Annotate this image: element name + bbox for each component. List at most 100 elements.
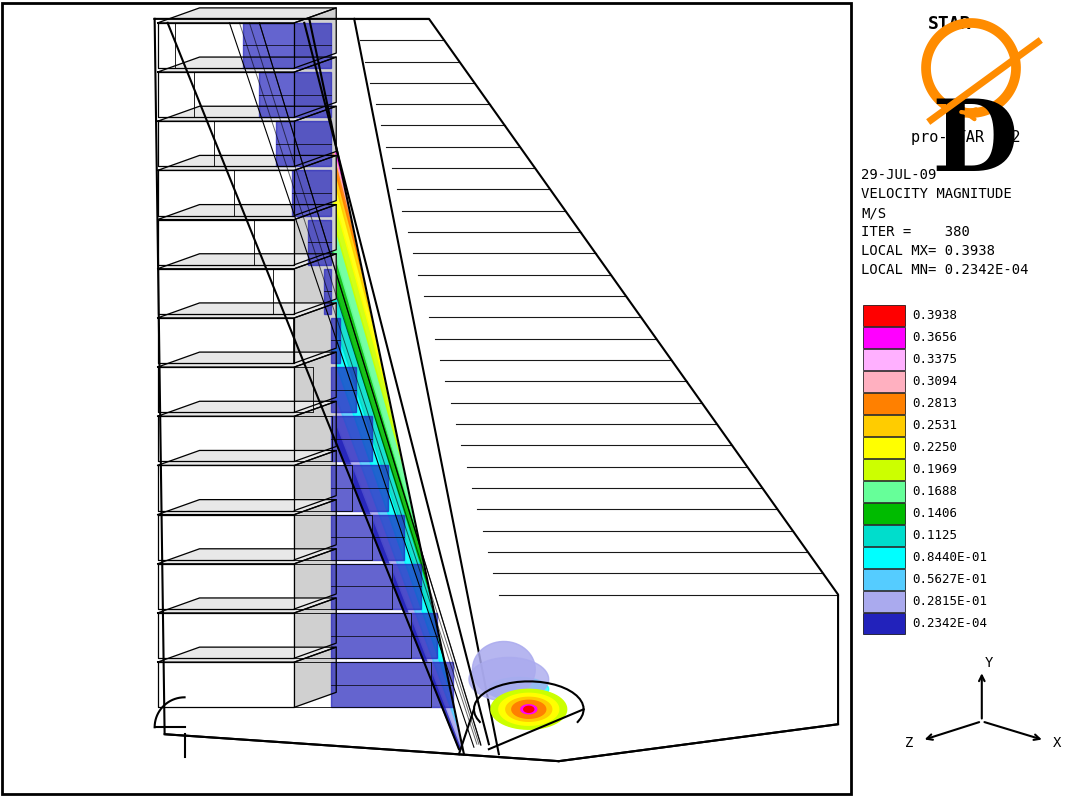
Polygon shape bbox=[215, 121, 294, 167]
Polygon shape bbox=[158, 465, 294, 511]
Text: 0.2813: 0.2813 bbox=[912, 397, 957, 410]
Text: X: X bbox=[1053, 736, 1061, 750]
Polygon shape bbox=[294, 613, 411, 658]
Polygon shape bbox=[294, 155, 336, 215]
Polygon shape bbox=[294, 416, 333, 461]
Polygon shape bbox=[332, 465, 388, 511]
Bar bbox=[863, 437, 905, 458]
Text: LOCAL MX= 0.3938: LOCAL MX= 0.3938 bbox=[861, 244, 995, 258]
Polygon shape bbox=[158, 549, 336, 563]
Polygon shape bbox=[324, 269, 332, 314]
Polygon shape bbox=[285, 23, 486, 745]
Polygon shape bbox=[332, 367, 356, 412]
Polygon shape bbox=[294, 57, 336, 117]
Text: VELOCITY MAGNITUDE: VELOCITY MAGNITUDE bbox=[861, 187, 1012, 201]
Text: 0.3938: 0.3938 bbox=[912, 309, 957, 322]
Polygon shape bbox=[505, 697, 552, 721]
Polygon shape bbox=[260, 72, 332, 117]
Text: 0.2815E-01: 0.2815E-01 bbox=[912, 595, 987, 608]
Polygon shape bbox=[296, 23, 488, 744]
Bar bbox=[863, 371, 905, 392]
Text: M/S: M/S bbox=[861, 206, 886, 220]
Polygon shape bbox=[499, 693, 559, 725]
Polygon shape bbox=[332, 563, 421, 609]
Polygon shape bbox=[158, 23, 294, 68]
Polygon shape bbox=[158, 171, 294, 215]
Polygon shape bbox=[520, 705, 536, 714]
Polygon shape bbox=[158, 367, 294, 412]
Polygon shape bbox=[294, 662, 431, 707]
Polygon shape bbox=[294, 253, 336, 314]
Bar bbox=[863, 327, 905, 348]
Bar bbox=[863, 481, 905, 502]
Polygon shape bbox=[309, 19, 499, 754]
Polygon shape bbox=[175, 23, 294, 68]
Bar bbox=[863, 525, 905, 546]
Polygon shape bbox=[234, 171, 294, 215]
Polygon shape bbox=[158, 500, 336, 515]
Polygon shape bbox=[294, 401, 336, 461]
Polygon shape bbox=[491, 689, 567, 729]
Polygon shape bbox=[158, 106, 336, 121]
Polygon shape bbox=[332, 662, 453, 707]
Polygon shape bbox=[294, 352, 336, 412]
Polygon shape bbox=[266, 23, 483, 746]
Text: 0.3094: 0.3094 bbox=[912, 375, 957, 388]
Polygon shape bbox=[158, 598, 336, 613]
Polygon shape bbox=[158, 352, 336, 367]
Polygon shape bbox=[158, 155, 336, 171]
Text: ITER =    380: ITER = 380 bbox=[861, 225, 970, 239]
Polygon shape bbox=[512, 701, 546, 718]
Text: 0.8440E-01: 0.8440E-01 bbox=[912, 551, 987, 564]
Polygon shape bbox=[158, 515, 294, 559]
Polygon shape bbox=[293, 318, 294, 363]
Polygon shape bbox=[294, 549, 336, 609]
Polygon shape bbox=[294, 106, 336, 167]
Text: pro-STAR 3.2: pro-STAR 3.2 bbox=[911, 130, 1020, 145]
Text: 0.1969: 0.1969 bbox=[912, 463, 957, 476]
Polygon shape bbox=[197, 23, 470, 748]
Polygon shape bbox=[524, 706, 533, 713]
Text: 0.2531: 0.2531 bbox=[912, 419, 957, 432]
Polygon shape bbox=[252, 23, 481, 746]
Polygon shape bbox=[292, 171, 332, 215]
Polygon shape bbox=[308, 219, 332, 265]
Polygon shape bbox=[469, 658, 548, 701]
Polygon shape bbox=[194, 72, 294, 117]
Polygon shape bbox=[294, 515, 372, 559]
Polygon shape bbox=[274, 269, 294, 314]
Polygon shape bbox=[332, 318, 340, 363]
Polygon shape bbox=[277, 23, 485, 745]
Polygon shape bbox=[158, 318, 294, 363]
Polygon shape bbox=[158, 121, 294, 167]
Polygon shape bbox=[217, 23, 474, 748]
Polygon shape bbox=[236, 23, 477, 747]
Text: D: D bbox=[931, 95, 1018, 192]
Polygon shape bbox=[294, 450, 336, 511]
Text: 0.1125: 0.1125 bbox=[912, 529, 957, 542]
Text: Z: Z bbox=[905, 736, 913, 750]
Polygon shape bbox=[332, 416, 372, 461]
Bar bbox=[863, 547, 905, 568]
Polygon shape bbox=[158, 647, 336, 662]
Bar bbox=[863, 393, 905, 414]
Polygon shape bbox=[158, 401, 336, 416]
Polygon shape bbox=[158, 219, 294, 265]
Text: 0.3656: 0.3656 bbox=[912, 331, 957, 344]
Text: 0.3375: 0.3375 bbox=[912, 353, 957, 366]
Text: 0.1688: 0.1688 bbox=[912, 485, 957, 498]
Polygon shape bbox=[158, 303, 336, 318]
Polygon shape bbox=[332, 515, 405, 559]
Polygon shape bbox=[158, 269, 294, 314]
Bar bbox=[863, 503, 905, 524]
Polygon shape bbox=[294, 647, 336, 707]
Polygon shape bbox=[158, 563, 294, 609]
Bar bbox=[863, 349, 905, 370]
Polygon shape bbox=[332, 613, 437, 658]
Polygon shape bbox=[253, 219, 294, 265]
Polygon shape bbox=[294, 303, 336, 363]
Text: Y: Y bbox=[984, 656, 993, 669]
Bar bbox=[863, 459, 905, 480]
Text: LOCAL MN= 0.2342E-04: LOCAL MN= 0.2342E-04 bbox=[861, 263, 1029, 277]
Polygon shape bbox=[158, 8, 336, 23]
